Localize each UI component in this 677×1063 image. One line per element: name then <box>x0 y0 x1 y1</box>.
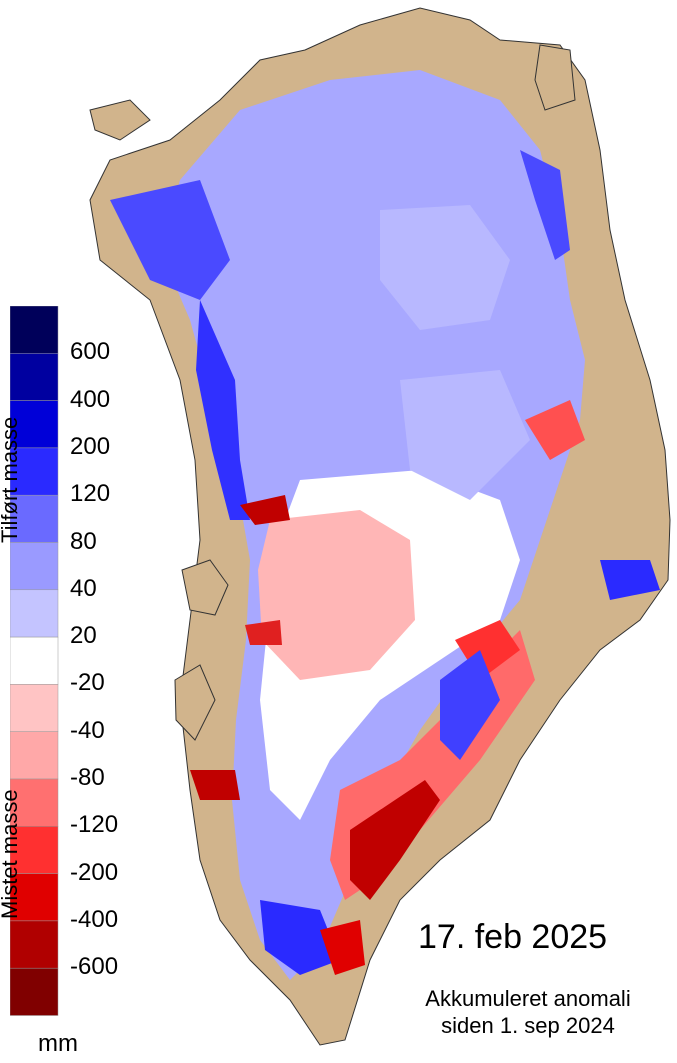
legend-tick-label: -200 <box>70 858 119 886</box>
legend-swatch <box>10 636 59 685</box>
legend-tick-label: 40 <box>70 574 97 602</box>
legend-swatch <box>10 494 59 543</box>
legend-loss-label: Mistet masse <box>0 789 22 919</box>
legend-swatch <box>10 920 59 969</box>
subtitle-line1: Akkumuleret anomali <box>425 986 631 1011</box>
legend-gain-label: Tilført masse <box>0 416 22 543</box>
legend-swatch <box>10 684 59 732</box>
legend-swatch <box>10 589 59 638</box>
legend-swatch <box>10 967 59 1016</box>
legend-tick-label: -80 <box>70 764 105 791</box>
legend-tick-label: 120 <box>70 480 111 508</box>
subtitle-line2: siden 1. sep 2024 <box>441 1013 615 1038</box>
legend-swatch <box>10 353 59 401</box>
legend-unit: mm <box>38 1030 78 1057</box>
island <box>534 44 576 111</box>
legend-swatch <box>10 542 59 591</box>
legend-tick-label: 400 <box>70 385 111 413</box>
island <box>181 559 229 616</box>
legend-tick-label: -120 <box>70 811 119 839</box>
legend-swatch <box>10 447 59 496</box>
legend-swatch <box>10 778 59 827</box>
legend-swatch <box>10 826 59 874</box>
legend-tick-label: 600 <box>70 338 111 366</box>
legend-swatch <box>10 873 59 922</box>
legend-swatch <box>10 731 59 780</box>
ice-sheet <box>110 70 660 980</box>
legend-swatch <box>10 400 59 449</box>
legend-tick-label: -40 <box>70 716 105 744</box>
legend-tick-label: -600 <box>70 953 119 981</box>
legend-colorbar <box>10 306 59 1016</box>
legend-tick-label: 80 <box>70 527 97 555</box>
island <box>89 99 151 141</box>
legend-tick-label: -400 <box>70 905 119 933</box>
legend-tick-label: 200 <box>70 432 111 460</box>
legend-tick-label: 20 <box>70 622 97 650</box>
legend-swatch <box>10 306 59 354</box>
legend-tick-label: -20 <box>70 669 105 697</box>
island <box>174 664 216 741</box>
date-label: 17. feb 2025 <box>418 918 608 956</box>
